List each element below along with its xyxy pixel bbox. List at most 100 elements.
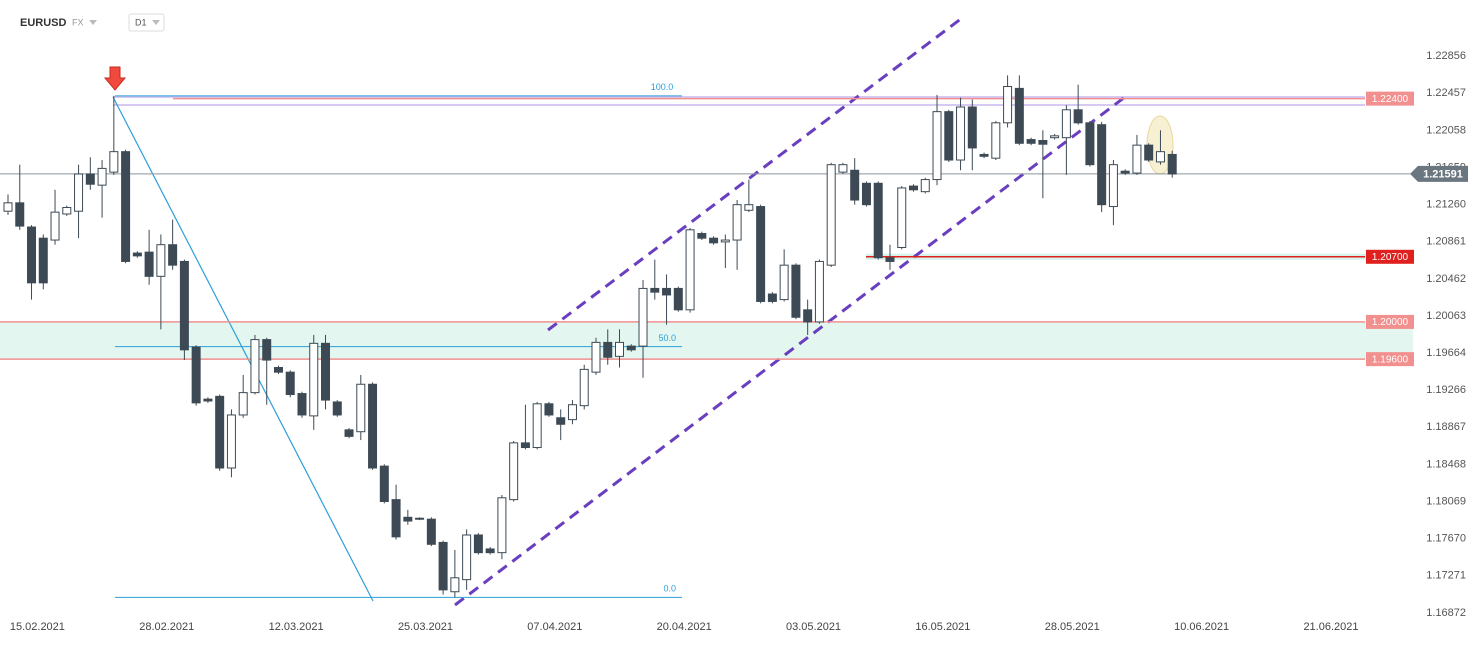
candle-body (1132, 144, 1142, 174)
candle-body (1038, 139, 1048, 145)
candle-body (285, 371, 295, 395)
candle-body (309, 342, 319, 417)
candle-body (379, 465, 389, 502)
x-tick-label: 20.04.2021 (657, 621, 712, 633)
candle-body (650, 287, 660, 293)
y-tick-label: 1.22856 (1426, 50, 1466, 62)
candle-body (520, 442, 530, 449)
candle-body (803, 309, 813, 323)
candle-body (697, 233, 707, 239)
zone (0, 321, 1413, 360)
candle-body (450, 577, 460, 593)
candle-body (27, 226, 37, 284)
candle-body (556, 417, 566, 425)
trend-line (112, 96, 374, 602)
level-label-box (1366, 352, 1414, 367)
candle-body (603, 341, 613, 358)
candle-body (1108, 164, 1118, 208)
y-tick-label: 1.21260 (1426, 199, 1466, 211)
candle-body (438, 541, 448, 591)
candle-body (415, 517, 425, 520)
candle-body (979, 153, 989, 157)
symbol[interactable]: EURUSD (20, 17, 67, 29)
x-tick-label: 25.03.2021 (398, 621, 453, 633)
candle-body (391, 499, 401, 538)
candle-body (297, 393, 307, 416)
candle-body (74, 173, 84, 212)
candle-body (368, 383, 378, 469)
candle-body (1085, 122, 1095, 166)
candle-body (909, 185, 919, 191)
fib-label: 0.0 (663, 584, 676, 594)
level-label-box (1366, 314, 1414, 329)
market: FX (72, 17, 84, 27)
candle-body (720, 239, 730, 243)
candle-body (685, 229, 695, 311)
x-tick-label: 15.02.2021 (10, 621, 65, 633)
y-tick-label: 1.16872 (1426, 607, 1466, 619)
y-tick-label: 1.17670 (1426, 533, 1466, 545)
y-tick-label: 1.22058 (1426, 124, 1466, 136)
candle-body (932, 111, 942, 181)
candle-body (168, 244, 178, 266)
candle-body (579, 368, 589, 407)
channel-line (454, 95, 1126, 607)
candle-body (273, 367, 283, 373)
candle-body (991, 122, 1001, 159)
level-label: 1.22400 (1372, 94, 1409, 105)
candle-body (662, 287, 672, 296)
candle-body (1097, 124, 1107, 206)
candle-body (238, 392, 248, 416)
candle-body (567, 404, 577, 421)
interval-box[interactable] (128, 13, 165, 32)
candle-body (1061, 109, 1071, 139)
candle-body (920, 179, 930, 193)
interval[interactable]: D1 (135, 17, 147, 27)
level-label-box (1366, 249, 1414, 264)
candle-body (38, 237, 48, 284)
candle-body (462, 534, 472, 581)
dropdown-icon[interactable] (152, 20, 160, 25)
candle-body (732, 204, 742, 241)
y-tick-label: 1.18069 (1426, 495, 1466, 507)
level-label: 1.20700 (1372, 252, 1409, 263)
candle-body (814, 260, 824, 323)
candle-body (885, 257, 895, 262)
candle-body (626, 345, 636, 351)
candle-body (179, 260, 189, 351)
plot: 1.228561.224571.220581.216591.212601.208… (0, 50, 1468, 633)
fib-label: 100.0 (651, 82, 674, 92)
candle-body (15, 202, 25, 227)
candle-body (873, 182, 883, 259)
candle-body (321, 342, 331, 401)
candle-body (767, 293, 777, 302)
candle-body (426, 518, 436, 545)
candle-body (615, 341, 625, 357)
candle-body (826, 164, 836, 266)
y-tick-label: 1.17271 (1426, 570, 1466, 582)
candle-body (132, 252, 142, 257)
candle-body (121, 151, 131, 262)
candle-body (485, 548, 495, 554)
candle-body (944, 111, 954, 161)
candle-body (262, 339, 272, 361)
candle-body (1144, 144, 1154, 161)
y-tick-label: 1.20063 (1426, 310, 1466, 322)
candle-body (97, 167, 107, 186)
candle-body (744, 204, 754, 211)
candle-body (356, 383, 366, 433)
candle-body (156, 244, 166, 277)
candle-body (791, 264, 801, 318)
candle-body (779, 264, 789, 301)
dropdown-icon[interactable] (89, 20, 97, 25)
level-label: 1.20000 (1372, 317, 1409, 328)
candle-body (838, 164, 848, 173)
candle-body (85, 173, 95, 185)
candle-body (250, 339, 260, 394)
y-tick-label: 1.18867 (1426, 421, 1466, 433)
candle-body (344, 429, 354, 437)
candle-body (1026, 139, 1036, 144)
x-tick-label: 07.04.2021 (527, 621, 582, 633)
candle-body (956, 106, 966, 161)
